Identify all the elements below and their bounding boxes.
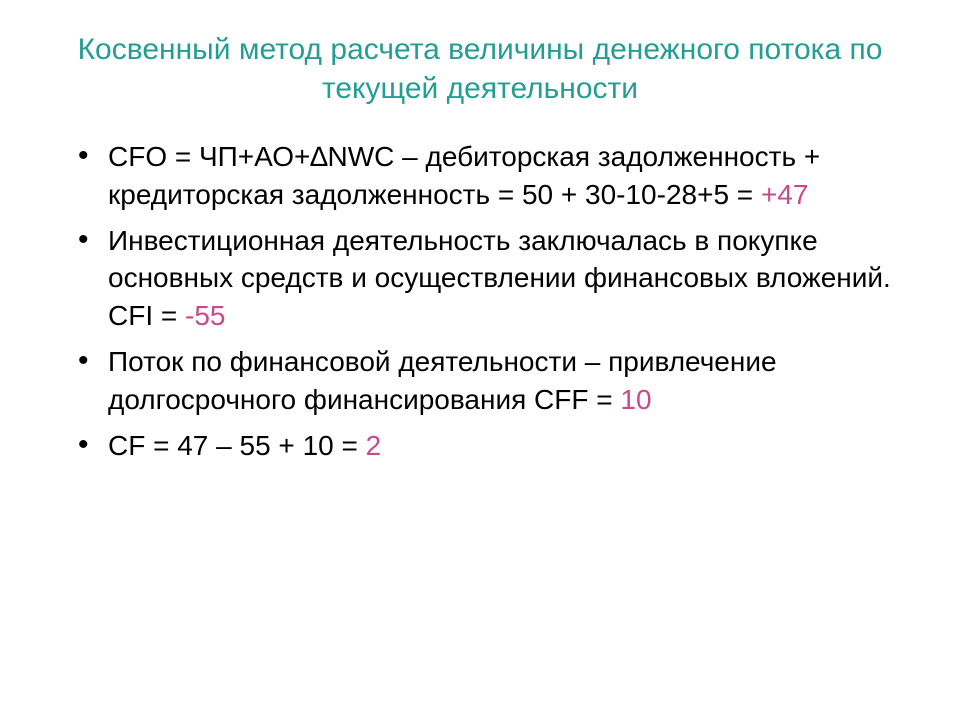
bullet-text-before: Поток по финансовой деятельности – привл… [108, 346, 777, 415]
bullet-accent: -55 [185, 300, 225, 331]
bullet-text-before: CFO = ЧП+АО+∆NWC – дебиторская задолженн… [108, 141, 820, 210]
list-item: Поток по финансовой деятельности – привл… [60, 343, 900, 419]
bullet-text-before: CF = 47 – 55 + 10 = [108, 430, 366, 461]
list-item: Инвестиционная деятельность заключалась … [60, 222, 900, 335]
slide-title: Косвенный метод расчета величины денежно… [60, 30, 900, 108]
list-item: CFO = ЧП+АО+∆NWC – дебиторская задолженн… [60, 138, 900, 214]
slide: Косвенный метод расчета величины денежно… [0, 0, 960, 512]
bullet-accent: 10 [620, 384, 651, 415]
bullet-accent: 2 [366, 430, 382, 461]
bullet-accent: +47 [761, 179, 809, 210]
bullet-list: CFO = ЧП+АО+∆NWC – дебиторская задолженн… [60, 138, 900, 464]
list-item: CF = 47 – 55 + 10 = 2 [60, 427, 900, 465]
